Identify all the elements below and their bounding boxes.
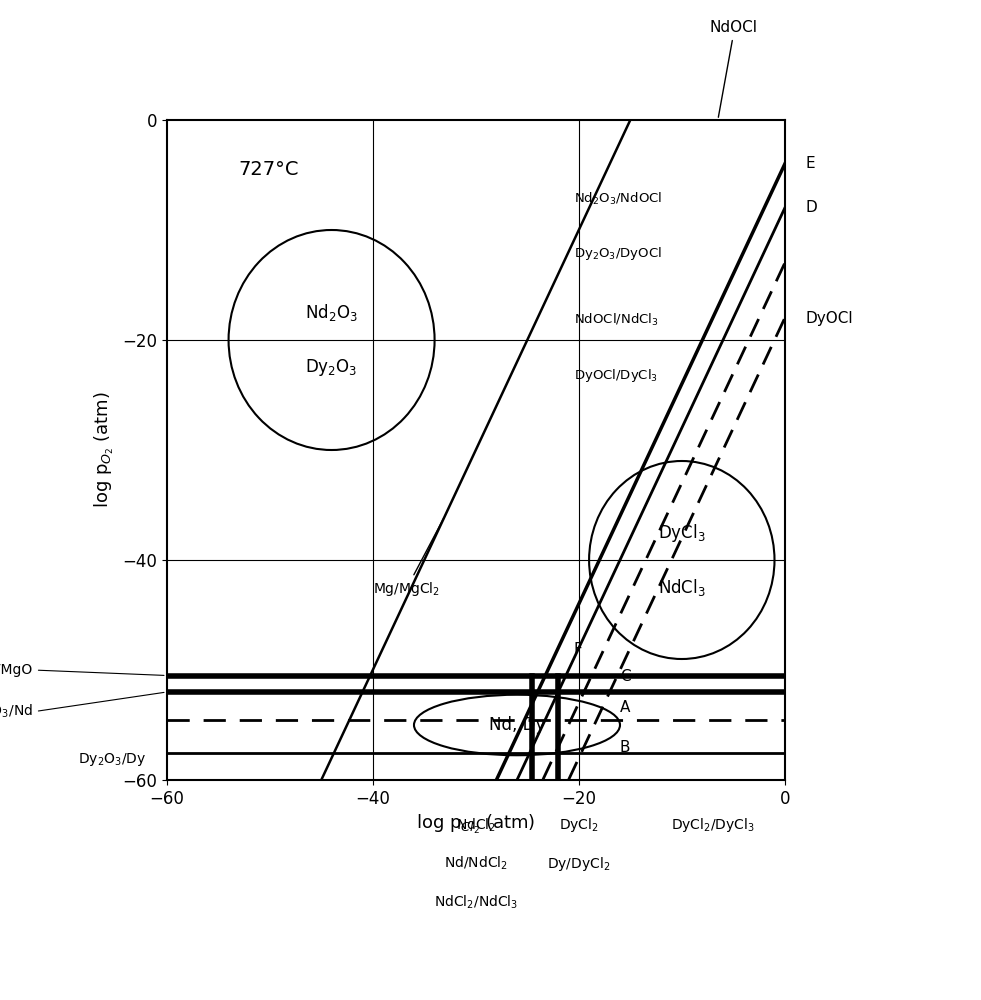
Text: Mg/MgO: Mg/MgO [0,663,164,677]
Text: Nd$_2$O$_3$/NdOCl: Nd$_2$O$_3$/NdOCl [574,190,662,207]
X-axis label: log p$_{Cl_2}$ (atm): log p$_{Cl_2}$ (atm) [416,813,536,836]
Text: Dy$_2$O$_3$/DyOCl: Dy$_2$O$_3$/DyOCl [574,245,661,262]
Text: A: A [620,700,631,715]
Text: NdOCl/NdCl$_3$: NdOCl/NdCl$_3$ [574,312,658,328]
Text: Nd$_2$O$_3$: Nd$_2$O$_3$ [305,302,358,323]
Text: DyOCl: DyOCl [805,310,853,326]
Text: Nd/NdCl$_2$: Nd/NdCl$_2$ [443,855,508,872]
Text: NdCl$_2$/NdCl$_3$: NdCl$_2$/NdCl$_3$ [434,894,518,911]
Text: Dy$_2$O$_3$/Dy: Dy$_2$O$_3$/Dy [77,752,146,768]
Text: DyOCl/DyCl$_3$: DyOCl/DyCl$_3$ [574,366,657,383]
Text: NdCl$_2$: NdCl$_2$ [456,816,495,834]
Text: NdCl$_3$: NdCl$_3$ [658,577,705,598]
Text: Dy$_2$O$_3$: Dy$_2$O$_3$ [305,357,358,378]
Text: 727°C: 727°C [239,160,299,179]
Text: DyCl$_2$/DyCl$_3$: DyCl$_2$/DyCl$_3$ [671,816,754,834]
Text: C: C [620,669,631,684]
Y-axis label: log p$_{O_2}$ (atm): log p$_{O_2}$ (atm) [93,392,117,508]
Text: Dy/DyCl$_2$: Dy/DyCl$_2$ [547,855,610,873]
Text: B: B [620,740,631,756]
Text: DyCl$_3$: DyCl$_3$ [658,522,705,544]
Text: F: F [574,642,583,656]
Text: D: D [805,200,817,216]
Text: E: E [805,156,815,172]
Text: Mg/MgCl$_2$: Mg/MgCl$_2$ [373,518,443,598]
Text: NdOCl: NdOCl [709,20,757,117]
Text: Nd, Dy: Nd, Dy [489,716,545,734]
Text: Nd$_2$O$_3$/Nd: Nd$_2$O$_3$/Nd [0,692,164,720]
Text: DyCl$_2$: DyCl$_2$ [559,816,598,834]
